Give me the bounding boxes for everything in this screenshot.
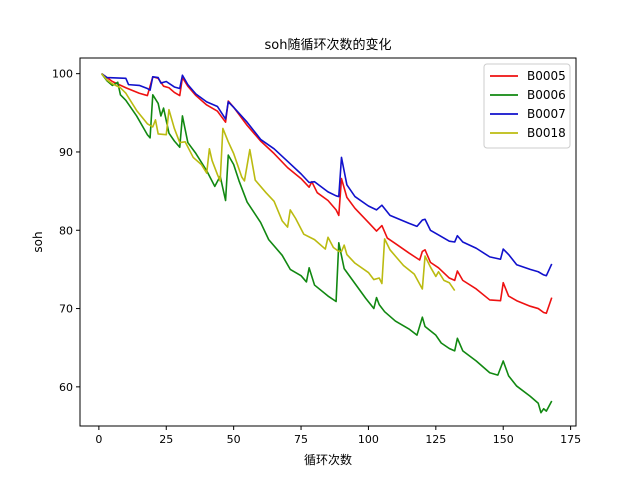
x-tick-label: 50 — [227, 433, 241, 446]
x-axis: 0 25 50 75 100 125 150 175 — [95, 426, 581, 446]
legend: B0005 B0006 B0007 B0018 — [483, 63, 571, 149]
legend-label: B0018 — [527, 126, 566, 140]
x-tick-label: 150 — [493, 433, 514, 446]
series-line-b0007 — [101, 73, 553, 277]
series-line-b0018 — [100, 73, 456, 291]
x-tick-label: 0 — [95, 433, 102, 446]
x-tick-label: 25 — [159, 433, 173, 446]
legend-label: B0005 — [527, 69, 566, 83]
y-tick-label: 90 — [59, 146, 73, 159]
y-axis: 60 70 80 90 100 — [52, 68, 80, 394]
x-tick-label: 125 — [425, 433, 446, 446]
legend-box — [483, 63, 571, 149]
x-axis-label: 循环次数 — [304, 452, 352, 467]
series-line-b0006 — [100, 73, 553, 414]
y-tick-label: 100 — [52, 68, 73, 81]
x-tick-label: 175 — [560, 433, 581, 446]
y-axis-label: soh — [31, 231, 45, 252]
chart-title: soh随循环次数的变化 — [265, 37, 392, 53]
y-tick-label: 80 — [59, 224, 73, 237]
y-tick-label: 60 — [59, 381, 73, 394]
x-tick-label: 75 — [294, 433, 308, 446]
series-line-b0005 — [101, 73, 553, 315]
legend-label: B0007 — [527, 107, 566, 121]
axes-frame — [79, 57, 577, 427]
legend-label: B0006 — [527, 88, 566, 102]
y-tick-label: 70 — [59, 303, 73, 316]
x-tick-label: 100 — [358, 433, 379, 446]
series-layer — [100, 73, 553, 414]
